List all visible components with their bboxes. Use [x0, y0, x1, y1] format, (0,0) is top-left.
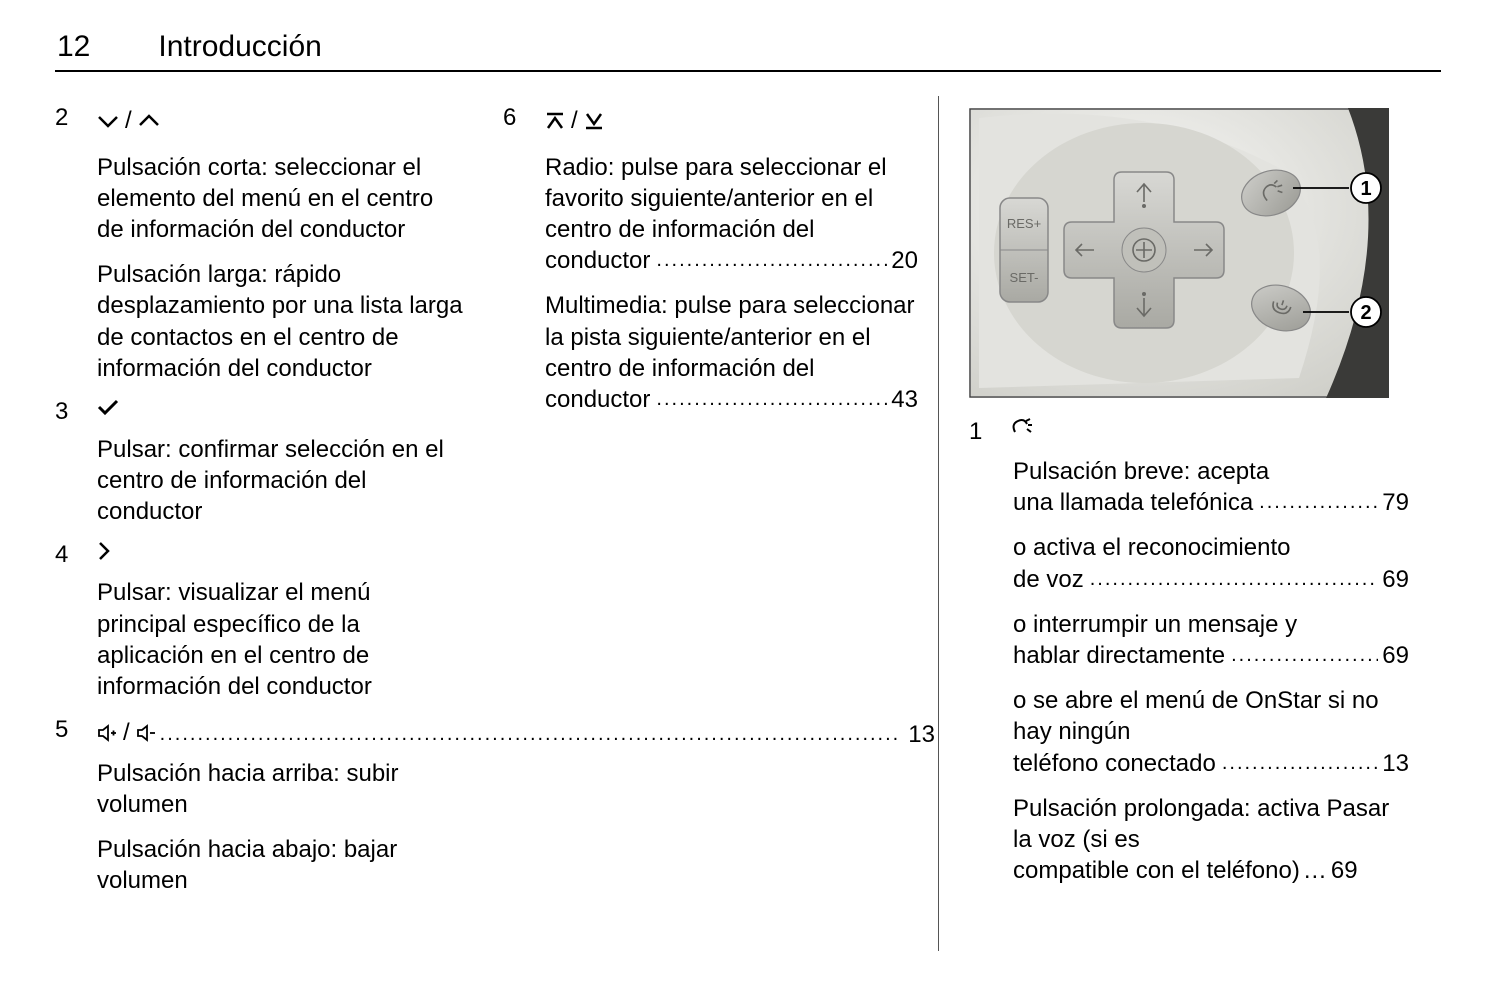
- page-ref: 69: [1378, 640, 1409, 671]
- leader-dots: [656, 386, 887, 412]
- item-number: 2: [55, 104, 97, 144]
- item-description: Pulsación corta: seleccionar el elemento…: [97, 152, 465, 246]
- item-number: 5: [55, 716, 97, 750]
- desc-lead: Radio: pulse para seleccionar el favorit…: [545, 152, 918, 246]
- chevron-right-icon: [97, 541, 465, 561]
- desc-lead: Pulsación prolongada: activa Pasar la vo…: [1013, 793, 1409, 855]
- desc-lead: Pulsación breve: acepta: [1013, 456, 1409, 487]
- leader-dots: [1259, 489, 1378, 515]
- list-item: 4: [55, 541, 465, 569]
- desc-lead: o interrumpir un mensaje y: [1013, 609, 1409, 640]
- desc-tail: de voz: [1013, 564, 1084, 595]
- leader-dots: [656, 247, 887, 273]
- item-number: 1: [969, 418, 1011, 446]
- manual-page: 12 Introducción 2 / Pulsación corta: sel…: [0, 0, 1496, 1000]
- desc-tail: compatible con el teléfono): [1013, 855, 1300, 886]
- callout-1: 1: [1360, 178, 1371, 200]
- item-description: Multimedia: pulse para seleccionar la pi…: [545, 290, 918, 415]
- item-description: Pulsación larga: rápido desplazamiento p…: [97, 259, 465, 384]
- item-description: Pulsación breve: acepta una llamada tele…: [1013, 456, 1409, 518]
- check-icon: [97, 398, 465, 416]
- item-description: Radio: pulse para seleccionar el favorit…: [545, 152, 918, 277]
- item-description: o activa el reconocimiento de voz 69: [1013, 532, 1409, 594]
- leader-dots: [1231, 642, 1378, 668]
- list-item: 6 /: [503, 104, 918, 144]
- desc-tail: hablar directamente: [1013, 640, 1225, 671]
- list-item: 3: [55, 398, 465, 426]
- item-description: o se abre el menú de OnStar si no hay ni…: [1013, 685, 1409, 779]
- res-label: RES+: [1007, 216, 1041, 231]
- list-item: 5 / 13: [55, 716, 465, 750]
- desc-tail: teléfono conectado: [1013, 748, 1216, 779]
- page-number: 12: [57, 30, 90, 64]
- set-label: SET-: [1010, 270, 1039, 285]
- content-columns: 2 / Pulsación corta: seleccionar el elem…: [55, 96, 1441, 951]
- item-number: 6: [503, 104, 545, 144]
- page-header: 12 Introducción: [55, 30, 1441, 72]
- voice-icon: [1011, 418, 1409, 438]
- item-description: Pulsación hacia arriba: subir volumen: [97, 758, 465, 820]
- desc-lead: o se abre el menú de OnStar si no hay ni…: [1013, 685, 1409, 747]
- list-item: 2 /: [55, 104, 465, 144]
- steering-wheel-figure: RES+ SET-: [969, 108, 1389, 398]
- desc-tail: conductor: [545, 384, 650, 415]
- page-ref: 79: [1378, 487, 1409, 518]
- column-3: RES+ SET-: [939, 96, 1409, 951]
- item-description: Pulsación prolongada: activa Pasar la vo…: [1013, 793, 1409, 887]
- page-ref: 20: [887, 245, 918, 276]
- section-title: Introducción: [158, 30, 321, 64]
- leader-dots: [1222, 750, 1378, 776]
- page-ref: 69: [1378, 564, 1409, 595]
- list-item: 1: [969, 418, 1409, 446]
- desc-tail: una llamada telefónica: [1013, 487, 1253, 518]
- callout-2: 2: [1360, 302, 1371, 324]
- page-ref: 43: [887, 384, 918, 415]
- item-description: Pulsar: confirmar selección en el centro…: [97, 434, 465, 528]
- column-2: 6 / Radio: pulse para seleccionar el fav…: [485, 96, 939, 951]
- item-description: Pulsación hacia abajo: bajar volumen: [97, 834, 465, 896]
- page-ref: 13: [1378, 748, 1409, 779]
- desc-lead: Multimedia: pulse para seleccionar la pi…: [545, 290, 918, 384]
- skip-prev-next-icon: /: [545, 104, 918, 138]
- volume-up-down-icon: /: [97, 716, 156, 750]
- chevron-down-up-icon: /: [97, 104, 465, 138]
- item-number: 4: [55, 541, 97, 569]
- item-description: Pulsar: visualizar el menú principal esp…: [97, 577, 465, 702]
- desc-tail: conductor: [545, 245, 650, 276]
- leader-dots: [1090, 566, 1379, 592]
- page-ref: 69: [1327, 855, 1358, 886]
- desc-lead: o activa el reconocimiento: [1013, 532, 1409, 563]
- column-1: 2 / Pulsación corta: seleccionar el elem…: [55, 96, 485, 951]
- item-number: 3: [55, 398, 97, 426]
- item-description: o interrumpir un mensaje y hablar direct…: [1013, 609, 1409, 671]
